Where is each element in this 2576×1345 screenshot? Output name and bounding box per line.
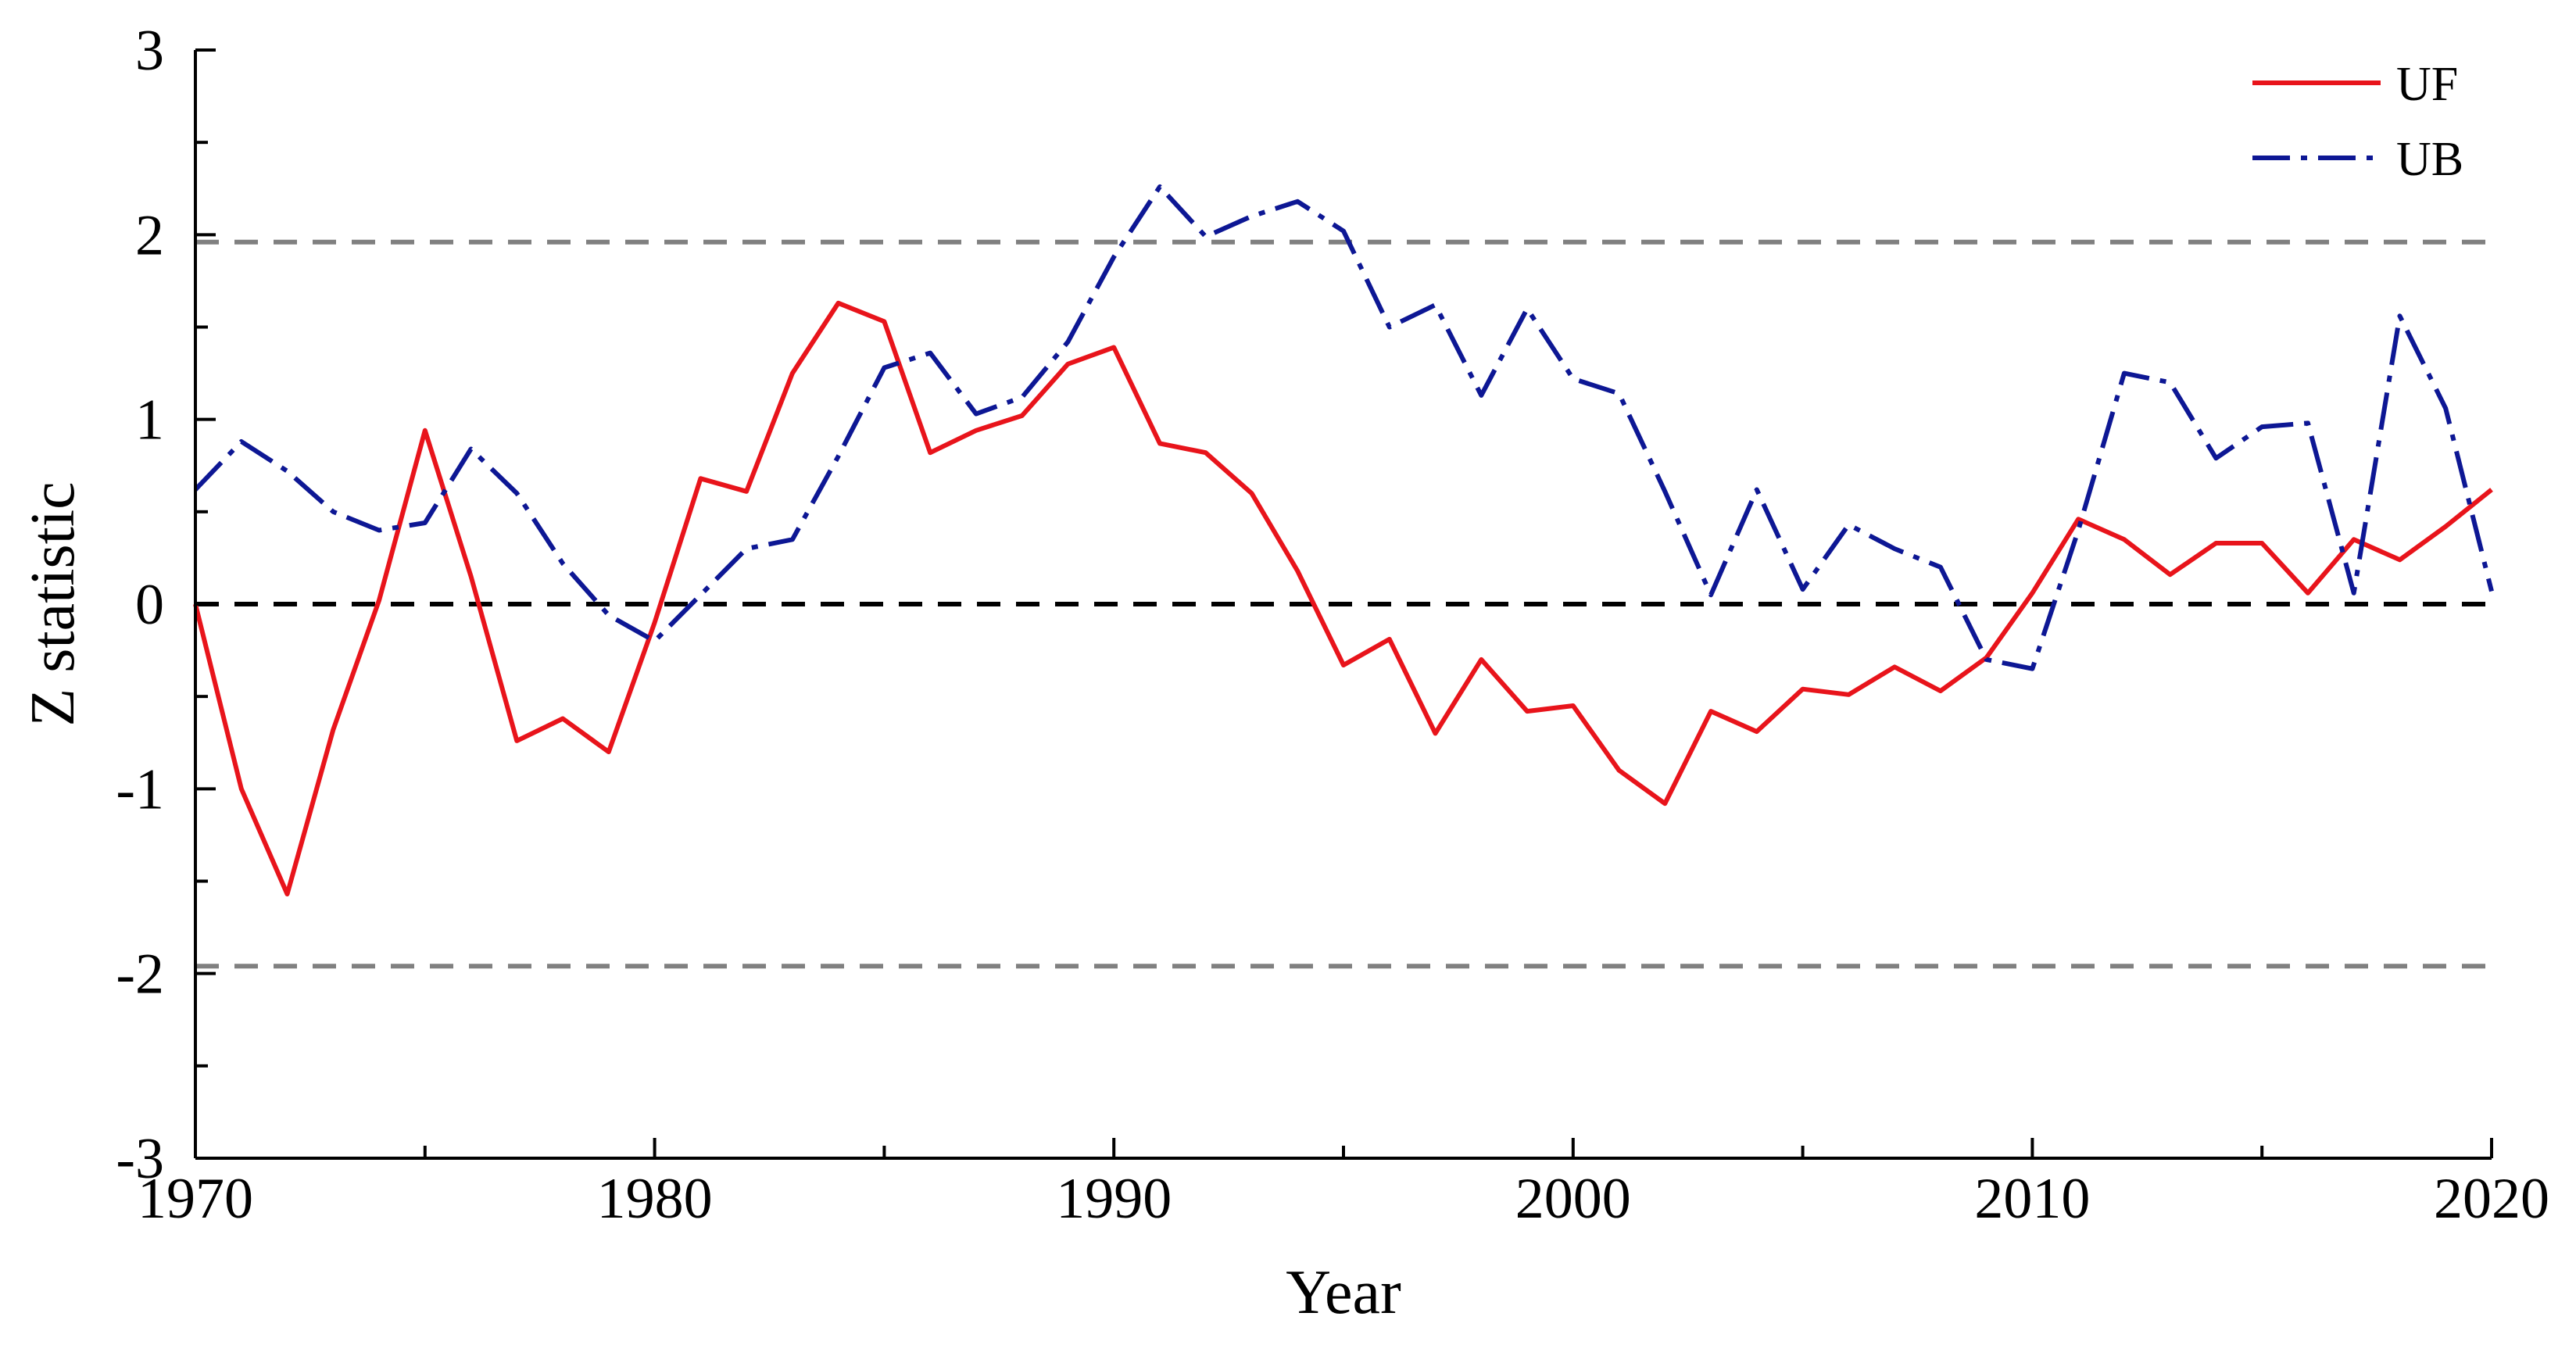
series-line-ub: [193, 184, 2494, 671]
x-tick-label: 1970: [138, 1167, 253, 1231]
legend: UF UB: [2252, 58, 2463, 186]
reference-lines: [195, 239, 2492, 969]
axes: [194, 48, 2493, 1160]
y-tick-label: 2: [135, 203, 164, 267]
tick-labels: 1970 1980 1990 2000 2010 2020 -3 -2 -1 0 1 2 3: [116, 19, 2549, 1231]
y-tick-label: 1: [135, 388, 164, 453]
legend-label-ub: UB: [2396, 133, 2463, 186]
y-tick-label: 0: [135, 573, 164, 637]
x-tick-label: 2000: [1515, 1167, 1631, 1231]
series-line-uf: [193, 300, 2493, 896]
series-layer: [193, 184, 2494, 896]
x-axis-title: Year: [1286, 1258, 1401, 1327]
y-tick-label: -1: [116, 757, 164, 821]
legend-label-uf: UF: [2396, 58, 2458, 111]
x-tick-label: 2020: [2434, 1167, 2549, 1231]
x-tick-label: 2010: [1974, 1167, 2090, 1231]
y-tick-label: -2: [116, 943, 164, 1007]
y-axis-title: Z statistic: [19, 481, 88, 726]
x-tick-label: 1990: [1056, 1167, 1172, 1231]
y-tick-label: 3: [135, 19, 164, 83]
y-tick-label: -3: [116, 1127, 164, 1191]
x-tick-label: 1980: [597, 1167, 713, 1231]
